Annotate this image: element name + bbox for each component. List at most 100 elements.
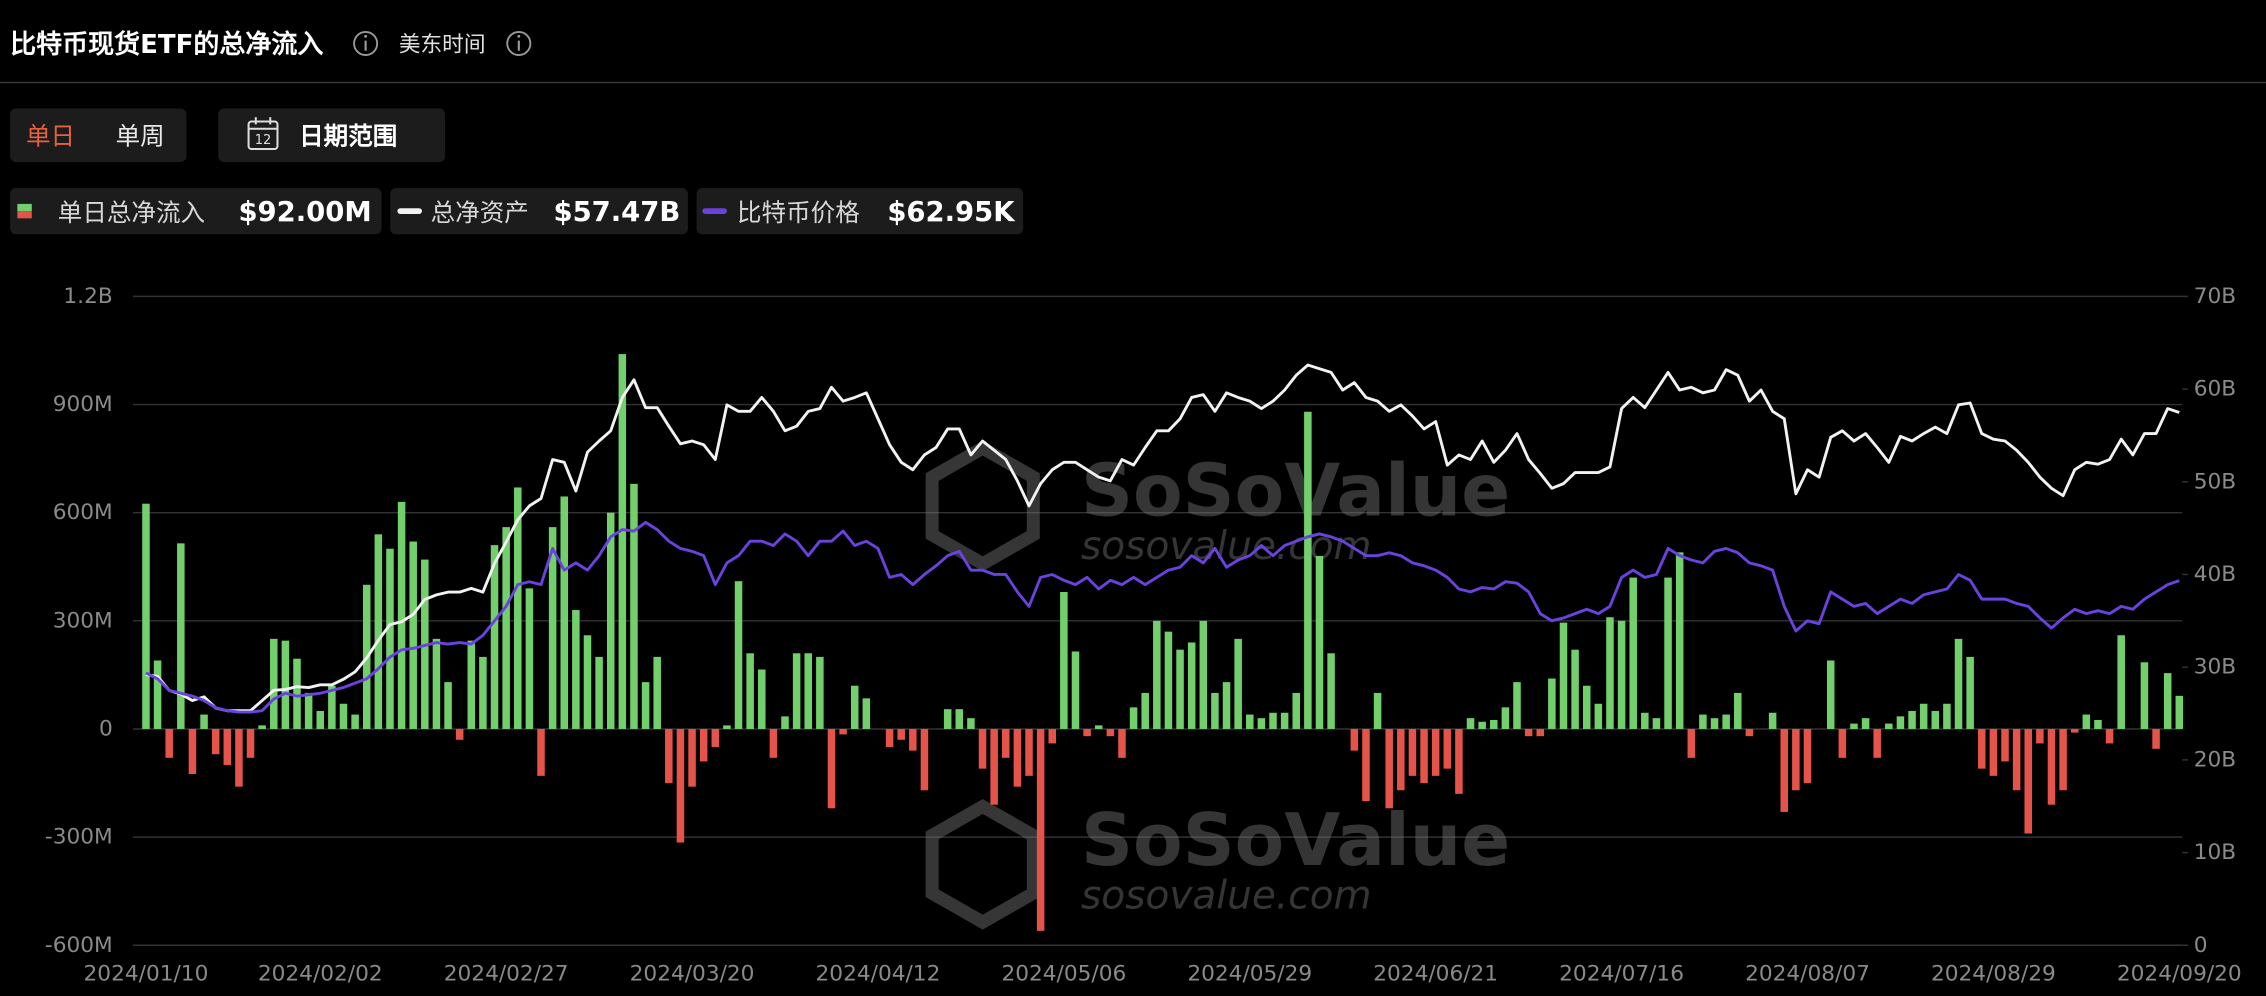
bar [270,638,278,729]
legend-name: 单日总净流入 [58,198,205,227]
bar [1048,728,1057,744]
bar [1617,620,1626,729]
bar [537,728,545,776]
line [145,520,2180,714]
bar [223,728,232,766]
legend-value: $57.47B [553,197,680,228]
bar [897,728,905,740]
y-tick-label: 0 [99,716,113,741]
tab-daily[interactable]: 单日 [26,121,75,150]
bar [1838,728,1847,758]
bar [328,685,336,729]
calendar-day: 12 [255,133,272,148]
bar [850,685,859,729]
bar [1722,714,1730,729]
y2-tick-label: 30B [2194,655,2236,680]
bar [1187,642,1196,729]
y2-tick-label: 50B [2194,469,2236,494]
bar [1490,719,1498,729]
bar [1373,692,1382,729]
bar [1559,622,1568,729]
bar [723,725,731,729]
bar [1582,685,1591,729]
y-tick-label: -600M [45,933,113,958]
bar [258,725,266,729]
info-icon[interactable] [506,30,532,56]
bar [560,496,569,729]
bar [1013,728,1022,787]
bar [1850,723,1858,729]
bar [769,728,778,758]
bar [1222,682,1231,729]
y2-tick-label: 70B [2194,284,2236,309]
bar [211,728,220,755]
bar [862,698,871,729]
watermark-brand: SoSoValue [1081,449,1510,533]
bar [1176,649,1184,729]
bar [2094,719,2102,729]
bar [293,658,301,729]
bar [1989,728,1998,776]
bar [397,501,406,729]
y2-tick-label: 60B [2194,377,2236,402]
legend-value: $92.00M [238,197,371,228]
bar [1094,725,1103,729]
bar [653,656,661,729]
bar [2175,695,2184,729]
watermark-url: sosovalue.com [1081,874,1372,919]
bar [630,483,638,729]
period-toggle [10,108,187,163]
y-tick-label: -300M [45,825,113,850]
bar [1164,631,1173,729]
bar [606,512,615,729]
bar [1246,714,1254,729]
bar [1792,728,1800,791]
x-tick-label: 2024/02/27 [444,962,569,987]
watermark-brand: SoSoValue [1081,799,1510,883]
y2-tick-label: 20B [2194,747,2236,772]
bar [758,669,766,729]
x-tick-label: 2024/07/16 [1559,962,1684,987]
bar [1153,620,1161,729]
y-tick-label: 300M [53,608,113,633]
bar [548,527,557,729]
bar [618,354,627,729]
bar [1524,728,1533,737]
bar [1803,728,1812,784]
bar [1292,692,1301,729]
bar [1943,703,1951,729]
bar [1327,653,1335,729]
bar [1478,721,1486,729]
bar [1280,712,1289,729]
y-tick-label: 900M [53,392,113,417]
bar [2070,728,2079,733]
legend-marker [17,211,32,219]
date-range-label[interactable]: 日期范围 [299,121,397,150]
bar [316,710,325,729]
bar [1141,692,1149,729]
bar [734,581,743,729]
bar [1443,728,1452,769]
bar [304,692,313,729]
legend-value: $62.95K [887,197,1016,228]
bar [525,588,534,729]
bar [792,653,801,729]
bar [1734,692,1742,729]
bar [1397,728,1405,791]
bar [2001,728,2009,762]
bar [1629,577,1637,729]
tab-weekly[interactable]: 单周 [116,121,165,150]
y-tick-label: 600M [53,500,113,525]
bar [1211,692,1219,729]
bar [165,728,173,758]
info-icon[interactable] [353,30,379,56]
bar [1060,591,1068,729]
x-tick-label: 2024/03/20 [630,962,755,987]
bar [804,653,813,729]
bar [455,728,464,740]
bar [2036,728,2044,744]
bar [990,728,998,805]
legend-pill [390,188,688,235]
